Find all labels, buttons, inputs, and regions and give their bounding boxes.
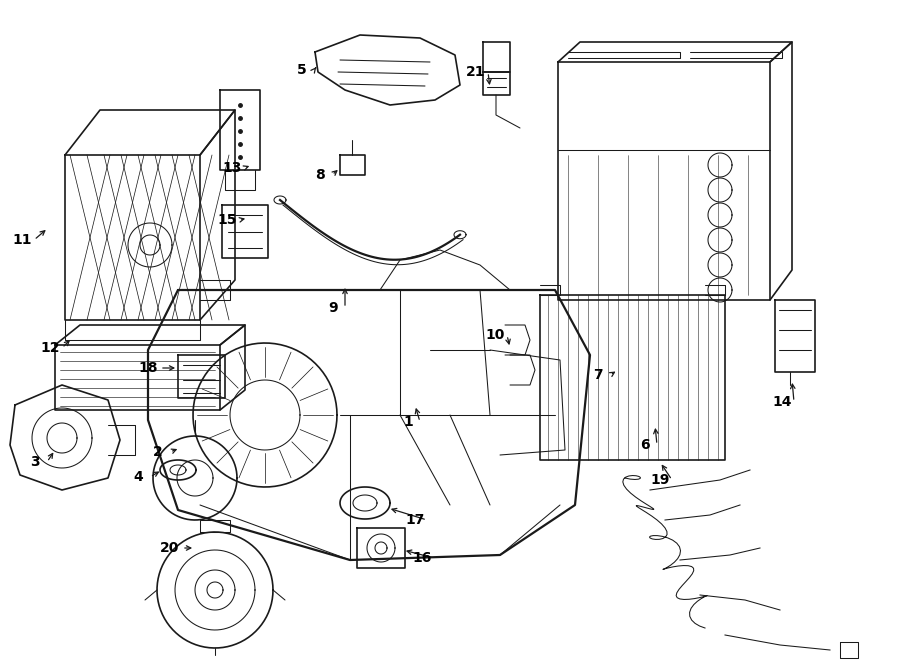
Text: 5: 5 xyxy=(297,63,307,77)
Text: 18: 18 xyxy=(139,361,158,375)
Text: 11: 11 xyxy=(13,233,32,247)
Text: 16: 16 xyxy=(412,551,432,565)
Text: 8: 8 xyxy=(315,168,325,182)
Text: 10: 10 xyxy=(485,328,505,342)
Text: 19: 19 xyxy=(651,473,670,487)
Text: 13: 13 xyxy=(222,161,242,175)
Text: 1: 1 xyxy=(403,415,413,429)
Text: 20: 20 xyxy=(160,541,180,555)
Text: 21: 21 xyxy=(466,65,486,79)
Text: 14: 14 xyxy=(772,395,792,409)
Text: 9: 9 xyxy=(328,301,338,315)
Text: 6: 6 xyxy=(640,438,650,452)
Text: 4: 4 xyxy=(133,470,143,484)
Text: 2: 2 xyxy=(153,445,163,459)
Text: 17: 17 xyxy=(405,513,425,527)
Text: 12: 12 xyxy=(40,341,59,355)
Text: 15: 15 xyxy=(217,213,237,227)
Text: 3: 3 xyxy=(31,455,40,469)
Text: 7: 7 xyxy=(593,368,603,382)
